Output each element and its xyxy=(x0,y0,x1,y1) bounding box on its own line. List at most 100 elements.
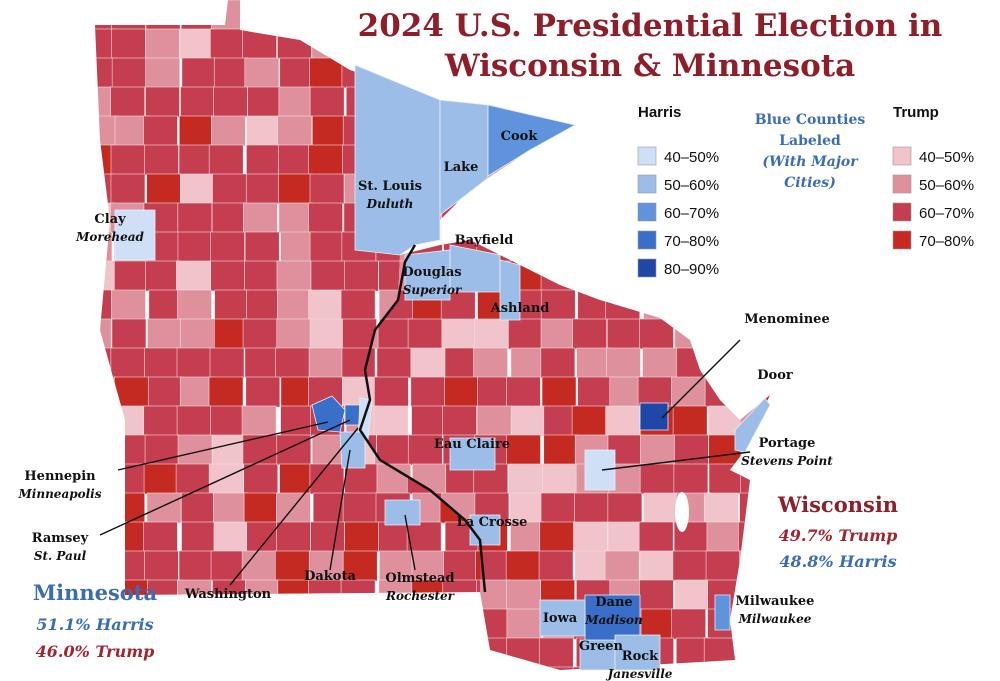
county xyxy=(145,28,180,60)
county xyxy=(776,406,810,436)
legend-label: 40–50% xyxy=(919,149,974,166)
county xyxy=(704,347,740,379)
county xyxy=(742,551,776,581)
county xyxy=(538,202,574,234)
county xyxy=(95,86,112,118)
county xyxy=(308,550,344,582)
county xyxy=(177,231,213,263)
county xyxy=(643,289,679,321)
county xyxy=(78,667,112,681)
county xyxy=(576,261,610,291)
legend-label: 60–70% xyxy=(664,205,719,222)
county xyxy=(95,260,116,292)
legend-label: 60–70% xyxy=(919,205,974,222)
county xyxy=(639,579,674,611)
county xyxy=(245,173,281,205)
county xyxy=(308,144,343,176)
county xyxy=(410,347,446,379)
legend-swatch xyxy=(892,230,912,250)
county xyxy=(95,57,118,89)
county xyxy=(275,667,309,681)
county xyxy=(408,637,444,669)
county xyxy=(606,347,641,379)
county xyxy=(211,202,247,234)
county xyxy=(110,492,146,524)
county xyxy=(674,318,710,350)
county xyxy=(278,144,313,176)
county xyxy=(473,347,508,379)
county xyxy=(179,376,215,408)
state-name: Wisconsin xyxy=(777,492,898,517)
county xyxy=(143,521,178,553)
county xyxy=(308,347,344,379)
county xyxy=(672,405,708,437)
county xyxy=(443,550,478,582)
county xyxy=(212,173,247,205)
blue-county xyxy=(584,449,616,491)
county xyxy=(443,637,478,669)
city-name: St. Paul xyxy=(34,549,87,563)
county xyxy=(279,57,315,89)
county xyxy=(177,609,211,639)
county-name: Portage xyxy=(759,436,816,451)
county xyxy=(143,405,179,437)
county xyxy=(379,550,414,582)
county xyxy=(607,492,643,524)
city-name: Madison xyxy=(584,613,643,627)
county xyxy=(739,492,770,524)
county xyxy=(476,405,512,437)
county xyxy=(143,463,179,495)
county xyxy=(95,434,117,466)
blue-county xyxy=(339,431,366,469)
city-name: Janesville xyxy=(606,667,673,681)
county xyxy=(95,376,116,408)
county xyxy=(542,463,577,495)
county xyxy=(538,550,574,582)
county xyxy=(95,0,115,31)
county xyxy=(376,347,412,379)
county xyxy=(110,144,146,176)
county xyxy=(740,522,774,552)
city-name: Duluth xyxy=(366,197,414,211)
county xyxy=(741,666,770,670)
county xyxy=(742,667,776,681)
county xyxy=(506,579,541,611)
county-name: Lake xyxy=(444,160,479,175)
county xyxy=(309,57,344,89)
county xyxy=(673,463,709,495)
county xyxy=(78,435,112,465)
county xyxy=(573,521,608,553)
county xyxy=(380,667,414,681)
county xyxy=(246,289,281,321)
county xyxy=(605,289,641,321)
county xyxy=(179,667,213,681)
county xyxy=(410,376,446,408)
county xyxy=(178,550,214,582)
county xyxy=(674,289,710,321)
county xyxy=(540,260,576,292)
legend-swatch xyxy=(892,146,912,166)
legend-label: 50–60% xyxy=(919,177,974,194)
county xyxy=(346,638,380,668)
county xyxy=(505,550,541,582)
county xyxy=(242,202,278,234)
county xyxy=(344,463,380,495)
county xyxy=(671,608,706,640)
county xyxy=(308,579,343,595)
county xyxy=(544,666,580,670)
county xyxy=(577,174,611,204)
county xyxy=(246,609,280,639)
county xyxy=(95,289,112,321)
state-result: 48.8% Harris xyxy=(779,552,896,571)
title: Wisconsin & Minnesota xyxy=(444,48,855,84)
blue-county xyxy=(614,634,661,671)
county xyxy=(640,434,675,466)
county xyxy=(639,550,675,582)
blue-county xyxy=(354,64,441,256)
legend-label: 70–80% xyxy=(919,233,974,250)
county xyxy=(95,405,115,437)
county xyxy=(276,521,311,553)
county xyxy=(442,666,478,670)
county xyxy=(476,202,512,234)
